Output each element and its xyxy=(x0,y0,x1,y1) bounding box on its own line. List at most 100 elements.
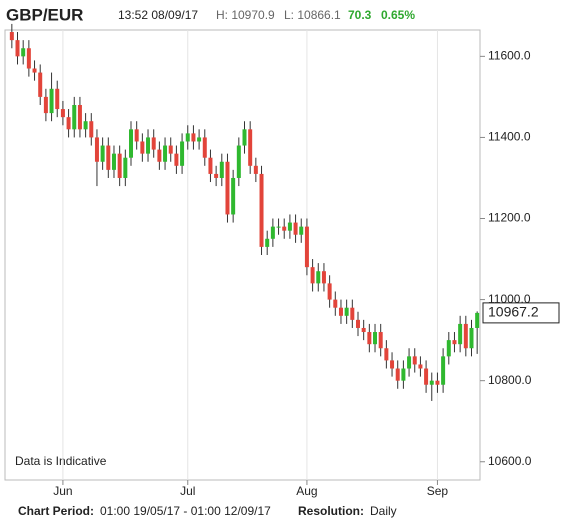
plot-frame xyxy=(4,29,481,481)
candle-body xyxy=(197,137,202,142)
candle-body xyxy=(9,32,14,41)
candle-body xyxy=(83,121,88,130)
candle-body xyxy=(163,145,168,162)
candle-body xyxy=(129,129,134,158)
candle-body xyxy=(282,226,287,231)
candle-body xyxy=(100,145,105,162)
candle-body xyxy=(106,145,111,170)
candle-body xyxy=(32,68,37,73)
candle-body xyxy=(452,340,457,345)
last-price-box xyxy=(482,302,560,324)
candle-body xyxy=(242,129,247,146)
candle-body xyxy=(248,129,253,166)
x-tick-label: Jul xyxy=(180,484,195,498)
candle-body xyxy=(55,88,60,110)
resolution-label: Resolution: xyxy=(298,504,364,518)
candle-body xyxy=(94,137,99,162)
candle-body xyxy=(355,319,360,328)
y-tick-label: 11200.0 xyxy=(488,211,531,225)
session-high: H: 10970.9 xyxy=(216,8,275,22)
candle-body xyxy=(418,364,423,369)
candle-body xyxy=(367,332,372,345)
symbol: GBP/EUR xyxy=(6,5,83,24)
candle-body xyxy=(475,312,480,328)
candle-body xyxy=(185,133,190,142)
candle-body xyxy=(407,356,412,369)
candle-body xyxy=(441,356,446,385)
candle-body xyxy=(378,332,383,349)
change: 70.3 xyxy=(348,8,372,22)
candle-body xyxy=(333,299,338,308)
candle-body xyxy=(390,360,395,369)
candle-body xyxy=(401,368,406,381)
candle-body xyxy=(38,72,43,97)
last-price-label: 10967.2 xyxy=(488,304,539,320)
candle-body xyxy=(424,368,429,385)
candle-body xyxy=(344,307,349,316)
period: 01:00 19/05/17 - 01:00 12/09/17 xyxy=(100,504,271,518)
candle-body xyxy=(49,88,54,114)
candle-body xyxy=(293,222,298,235)
x-tick-label: Jun xyxy=(53,484,72,498)
candle-body xyxy=(259,173,264,247)
candle-body xyxy=(219,161,224,178)
candle-body xyxy=(327,283,332,300)
candle-body xyxy=(316,271,321,284)
candle-body xyxy=(350,307,355,320)
candle-body xyxy=(429,380,434,385)
candle-body xyxy=(202,137,207,158)
y-tick-label: 11400.0 xyxy=(488,130,531,144)
candle-body xyxy=(446,340,451,357)
candle-body xyxy=(435,380,440,385)
candle-body xyxy=(287,222,292,231)
candle-body xyxy=(151,137,156,150)
candle-body xyxy=(180,141,185,166)
resolution: Daily xyxy=(370,504,397,518)
candle-body xyxy=(174,153,179,166)
candle-body xyxy=(276,226,281,228)
period-label: Chart Period: xyxy=(18,504,94,518)
candle-body xyxy=(191,133,196,142)
candle-body xyxy=(168,145,173,154)
candle-body xyxy=(111,153,116,170)
candle-body xyxy=(310,267,315,284)
candle-body xyxy=(253,165,258,174)
candle-body xyxy=(469,327,474,349)
candle-body xyxy=(72,105,77,130)
candle-body xyxy=(395,368,400,381)
x-tick-label: Aug xyxy=(296,484,317,498)
candle-body xyxy=(117,153,122,178)
candle-body xyxy=(134,129,139,142)
candle-body xyxy=(21,48,26,57)
y-tick-label: 11600.0 xyxy=(488,49,531,63)
candle-body xyxy=(89,121,94,138)
candle-body xyxy=(361,327,366,333)
candle-body xyxy=(338,307,343,316)
y-tick-label: 10600.0 xyxy=(488,454,532,468)
candle-body xyxy=(231,177,236,215)
candle-body xyxy=(43,96,48,114)
candle-body xyxy=(270,226,275,239)
candle-body xyxy=(60,109,65,118)
candle-body xyxy=(214,173,219,178)
candle-body xyxy=(15,40,20,57)
timestamp: 13:52 08/09/17 xyxy=(118,8,198,22)
candle-body xyxy=(304,226,309,268)
candle-body xyxy=(412,356,417,365)
y-tick-label: 11000.0 xyxy=(488,292,531,306)
candle-body xyxy=(146,137,151,154)
candle-body xyxy=(66,117,71,130)
candle-body xyxy=(208,157,213,174)
candle-body xyxy=(265,238,270,247)
candle-body xyxy=(384,348,389,361)
candle-body xyxy=(321,271,326,284)
candle-body xyxy=(236,145,241,178)
candle-body xyxy=(140,141,145,154)
candle-body xyxy=(299,226,304,235)
candle-body xyxy=(458,323,463,345)
candle-body xyxy=(373,332,378,345)
candle-body xyxy=(463,323,468,349)
session-low: L: 10866.1 xyxy=(284,8,341,22)
x-tick-label: Sep xyxy=(427,484,449,498)
